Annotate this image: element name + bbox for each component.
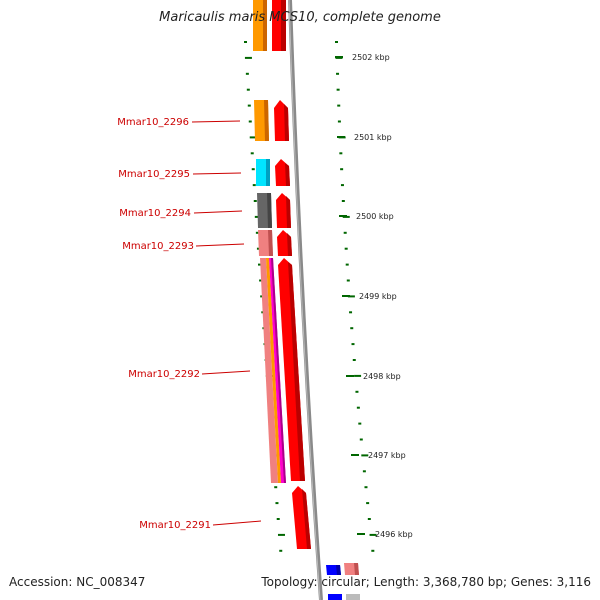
genome-backbone-highlight [288,0,321,600]
cog-bar-2296-shade [264,100,269,141]
cog-bar-2293-shade [268,230,273,256]
gene-label-mmar10-2296: Mmar10_2296 [117,117,189,128]
gene-arrow-2292-shade [288,262,305,481]
scale-label-2496: 2496 kbp [375,530,413,539]
gene-label-mmar10-2291: Mmar10_2291 [139,520,211,531]
cog-bar-2294-shade [267,193,272,228]
gene-blue-bottom-2 [328,594,342,600]
leader-2291 [212,520,262,526]
scale-ticks: 2502 kbp 2501 kbp 2500 kbp 2499 kbp 2498… [335,53,413,539]
accession-text: Accession: NC_008347 [9,575,146,589]
scale-label-2498: 2498 kbp [363,372,401,381]
gene-gray-bottom [346,594,360,600]
cog-bar-2292-orange [266,258,281,483]
scale-label-2502: 2502 kbp [352,53,390,62]
scale-label-2497: 2497 kbp [368,451,406,460]
outer-tick-ring [335,41,377,552]
gene-arrow-2296-shade [284,104,289,141]
gene-arrow-2293-shade [287,233,292,256]
gene-arrow-2291-shade [302,489,311,549]
gene-block-bottom [326,563,360,600]
scale-label-2500: 2500 kbp [356,212,394,221]
gene-mmar10-2295 [256,159,290,186]
gene-labels: Mmar10_2296 Mmar10_2295 Mmar10_2294 Mmar… [117,117,211,531]
leader-2292 [201,370,251,375]
cog-bar-2292-pink [260,258,278,483]
leader-2295 [192,172,242,175]
genome-backbone [288,0,323,600]
gene-mmar10-2291 [292,486,311,549]
topology-text: Topology: circular; Length: 3,368,780 bp… [261,575,591,589]
cog-bar-orange-top-shade [263,0,267,51]
gene-mmar10-2293 [258,230,292,256]
gene-block-top [253,0,286,51]
gene-label-mmar10-2295: Mmar10_2295 [118,169,190,180]
leader-2294 [193,210,243,214]
gene-mmar10-2292 [260,258,305,483]
gene-arrow-top-shade [281,0,286,51]
cog-bar-2292-shade [271,258,286,483]
scale-label-2501: 2501 kbp [354,133,392,142]
gene-arrow-2295-shade [285,163,290,186]
leader-2296 [191,120,241,123]
gene-label-mmar10-2294: Mmar10_2294 [119,208,191,219]
gene-label-mmar10-2293: Mmar10_2293 [122,241,194,252]
cog-bar-2295-shade [266,159,270,186]
gene-pink-bottom-shade [354,563,359,575]
gene-blue-bottom-1-shade [336,565,341,575]
gene-mmar10-2294 [257,193,291,228]
leader-2293 [195,243,245,247]
gene-label-leaders [191,120,262,526]
gene-arrow-2294-shade [286,196,291,228]
gene-label-mmar10-2292: Mmar10_2292 [128,369,200,380]
scale-label-2499: 2499 kbp [359,292,397,301]
gene-mmar10-2296 [254,100,289,141]
map-title: Maricaulis maris MCS10, complete genome [159,10,441,25]
